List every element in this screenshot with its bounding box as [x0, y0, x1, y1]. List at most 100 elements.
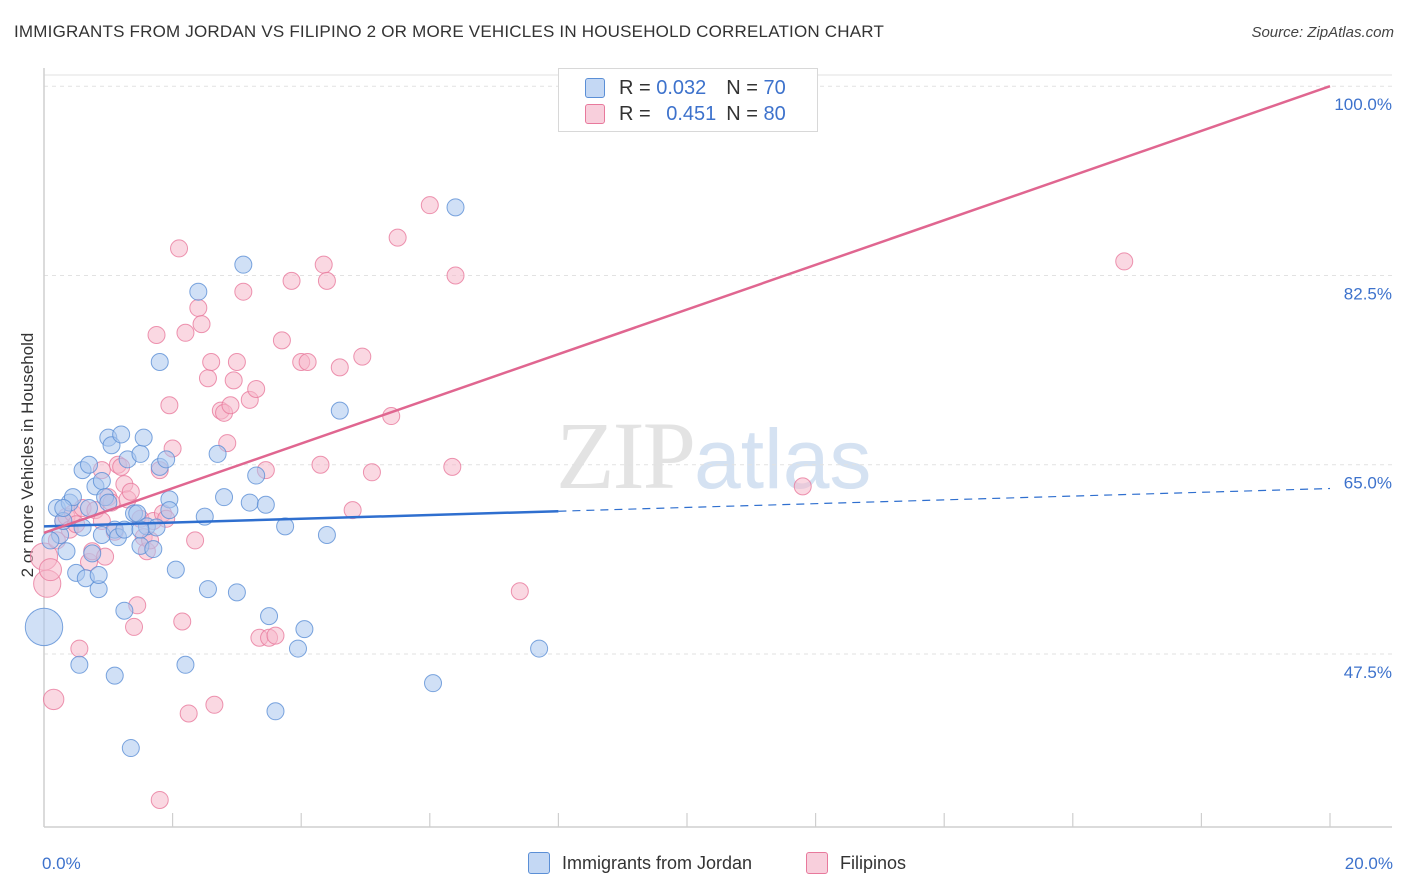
point-jordan — [247, 466, 266, 485]
legend-r-label: R = — [619, 76, 651, 99]
point-filipino — [121, 482, 140, 501]
point-filipino — [266, 626, 285, 645]
legend-r-value: 0.451 — [666, 102, 717, 125]
point-filipino — [198, 369, 217, 388]
point-filipino — [311, 455, 330, 474]
point-jordan — [121, 739, 140, 758]
trend-line-jordan-extension — [558, 487, 1331, 512]
axes — [43, 68, 1392, 828]
point-jordan — [157, 450, 176, 469]
legend-r-value: 0.032 — [656, 76, 707, 99]
chart-title: IMMIGRANTS FROM JORDAN VS FILIPINO 2 OR … — [14, 22, 885, 41]
point-filipino — [330, 358, 349, 377]
series-legend: Immigrants from Jordan Filipinos — [0, 852, 1406, 878]
legend-item-filipinos[interactable]: Filipinos — [806, 852, 906, 874]
point-jordan — [160, 501, 179, 520]
point-jordan — [240, 493, 259, 512]
point-jordan — [150, 352, 169, 371]
trend-line-filipinos — [43, 85, 1331, 535]
legend-swatch-filipino — [585, 104, 605, 124]
point-filipino — [362, 463, 381, 482]
point-filipino — [234, 282, 253, 301]
point-jordan — [89, 566, 108, 585]
point-jordan — [70, 655, 89, 674]
point-filipino — [173, 612, 192, 631]
tick-labels: 47.5% 65.0% 82.5% 100.0% 0.0% 20.0% — [42, 95, 1393, 873]
point-filipino — [388, 228, 407, 247]
point-filipino — [202, 352, 221, 371]
point-filipino — [224, 371, 243, 390]
point-jordan — [189, 282, 208, 301]
point-jordan — [256, 495, 275, 514]
point-jordan — [134, 428, 153, 447]
point-jordan — [288, 639, 307, 658]
y-tick-label: 82.5% — [1344, 284, 1392, 303]
point-filipino — [176, 323, 195, 342]
legend-n-label: N = — [726, 102, 758, 125]
point-filipino — [205, 695, 224, 714]
legend-n-value: 80 — [763, 102, 786, 125]
point-jordan — [131, 444, 150, 463]
legend-item-jordan[interactable]: Immigrants from Jordan — [528, 852, 752, 874]
point-jordan — [54, 498, 73, 517]
point-filipino — [420, 196, 439, 215]
point-filipino — [221, 396, 240, 415]
point-filipino — [186, 531, 205, 550]
point-filipino — [353, 347, 372, 366]
point-jordan — [266, 702, 285, 721]
point-jordan — [147, 518, 166, 537]
legend-swatch-jordan — [585, 78, 605, 98]
point-filipino — [314, 255, 333, 274]
point-filipino — [147, 325, 166, 344]
point-jordan — [131, 520, 150, 539]
series-immigrants-from-jordan — [24, 198, 549, 758]
watermark-atlas: atlas — [694, 412, 872, 506]
point-filipino — [317, 271, 336, 290]
point-filipino — [247, 380, 266, 399]
x-tick-label: 0.0% — [42, 854, 81, 873]
point-jordan — [166, 560, 185, 579]
point-filipino — [446, 266, 465, 285]
point-filipino — [192, 315, 211, 334]
point-filipino — [227, 352, 246, 371]
point-filipino — [343, 501, 362, 520]
point-jordan — [105, 666, 124, 685]
point-jordan — [317, 526, 336, 545]
point-filipino — [42, 688, 65, 711]
point-jordan — [227, 583, 246, 602]
point-jordan — [260, 607, 279, 626]
point-jordan — [424, 674, 443, 693]
point-jordan — [234, 255, 253, 274]
trend-lines — [43, 85, 1331, 535]
point-filipino — [189, 298, 208, 317]
y-tick-label: 47.5% — [1344, 663, 1392, 682]
legend-label-filipinos: Filipinos — [840, 852, 907, 873]
watermark-zip: ZIP — [556, 402, 696, 509]
point-filipino — [272, 331, 291, 350]
point-jordan — [446, 198, 465, 217]
point-filipino — [179, 704, 198, 723]
point-jordan — [57, 542, 76, 561]
point-filipino — [1115, 252, 1134, 271]
legend-row-jordan: R = 0.032 N = 70 — [585, 77, 786, 99]
point-jordan — [176, 655, 195, 674]
point-filipino — [150, 790, 169, 809]
point-jordan — [83, 544, 102, 563]
point-filipino — [170, 239, 189, 258]
point-jordan — [330, 401, 349, 420]
legend-row-filipino: R = 0.451 N = 80 — [585, 103, 786, 125]
point-jordan — [198, 580, 217, 599]
source-attribution: Source: ZipAtlas.com — [1251, 24, 1394, 41]
point-jordan — [144, 540, 163, 559]
x-tick-label: 20.0% — [1345, 854, 1393, 873]
point-jordan — [208, 444, 227, 463]
legend-swatch-filipinos — [806, 852, 828, 874]
point-jordan — [41, 531, 60, 550]
point-jordan — [24, 607, 64, 647]
y-tick-label: 100.0% — [1334, 95, 1392, 114]
point-jordan — [295, 620, 314, 639]
legend-swatch-jordan — [528, 852, 550, 874]
trend-line-jordan — [43, 509, 559, 528]
grid-lines — [44, 74, 1392, 655]
